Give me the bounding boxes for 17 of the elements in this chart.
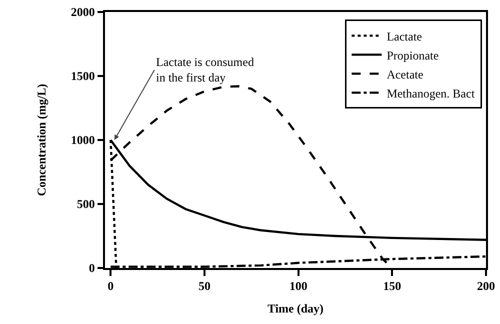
x-tick-label: 0	[108, 279, 114, 294]
legend-label: Acetate	[386, 67, 424, 82]
legend-label: Propionate	[386, 48, 439, 62]
y-tick-label: 0	[88, 261, 95, 276]
annotation: Lactate is consumed in the first day	[156, 55, 254, 85]
y-axis-title: Concentration (mg/L)	[34, 84, 49, 196]
x-tick-label: 150	[383, 279, 402, 294]
y-tick-label: 2000	[70, 5, 95, 20]
x-tick-label: 200	[477, 279, 495, 294]
y-tick-label: 500	[76, 197, 95, 212]
x-tick-label: 50	[198, 279, 210, 294]
y-tick-label: 1500	[70, 69, 95, 84]
x-axis-title: Time (day)	[267, 302, 324, 316]
legend-label: Methanogen. Bact	[386, 86, 476, 100]
legend-label: Lactate	[386, 29, 422, 44]
x-tick-label: 100	[289, 279, 308, 294]
y-tick-label: 1000	[70, 133, 95, 148]
